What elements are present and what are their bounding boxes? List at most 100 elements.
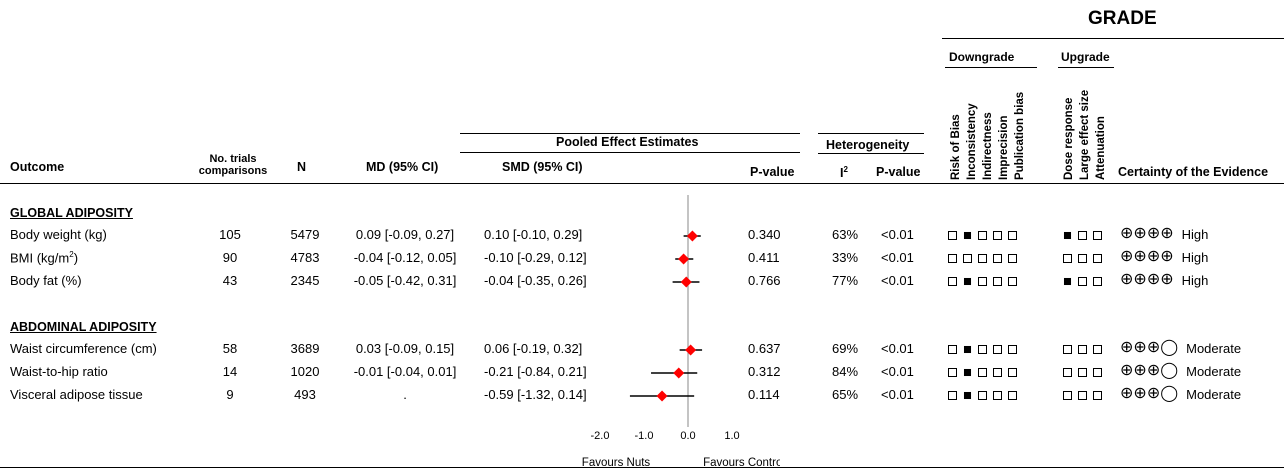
outcome-label: BMI (kg/m2) (10, 250, 78, 265)
empty-square (1093, 277, 1102, 286)
certainty-cell: ⊕⊕⊕◯ Moderate (1120, 386, 1241, 402)
n-cell: 1020 (290, 364, 320, 379)
favours-right-label: Favours Control (703, 457, 780, 469)
empty-square (978, 231, 987, 240)
heterogeneity-rule-top (818, 133, 924, 134)
filled-square (1063, 277, 1072, 286)
filled-square (1063, 231, 1072, 240)
i2-header-text: I (840, 166, 844, 181)
empty-square (1008, 254, 1017, 263)
empty-square (978, 391, 987, 400)
empty-square (1078, 345, 1087, 354)
md-cell: 0.03 [-0.09, 0.15] (355, 341, 455, 356)
i2-header-sup: 2 (843, 165, 848, 174)
empty-square (948, 368, 957, 377)
outcome-text-after: ) (73, 250, 79, 266)
het-pvalue-cell: <0.01 (881, 227, 914, 242)
n-cell: 3689 (290, 341, 320, 356)
i2-header: I2 (840, 165, 848, 180)
het-pvalue-cell: <0.01 (881, 273, 914, 288)
outcome-label: Waist circumference (cm) (10, 341, 157, 356)
n-header: N (297, 160, 307, 174)
empty-square (1078, 368, 1087, 377)
empty-square (1093, 231, 1102, 240)
certainty-cell: ⊕⊕⊕◯ Moderate (1120, 340, 1241, 356)
upgrade-rule (1058, 67, 1114, 68)
empty-square (993, 231, 1002, 240)
downgrade-rule (945, 67, 1037, 68)
forest-plot: -2.0 -1.0 0.0 1.0 Favours Nuts Favours Contro… (582, 195, 780, 469)
grade-criterion-label: Publication bias (1014, 91, 1026, 180)
empty-square (978, 277, 987, 286)
upgrade-boxes (1063, 345, 1108, 354)
effect-marker (686, 230, 698, 242)
empty-square (948, 231, 957, 240)
smd-header: SMD (95% CI) (502, 160, 583, 174)
grade-criterion-label: Indirectness (982, 112, 994, 180)
certainty-rating: Moderate (1186, 386, 1242, 402)
header-bottom-rule (0, 183, 1284, 184)
empty-square (993, 277, 1002, 286)
grade-criterion-label: Inconsistency (966, 103, 978, 180)
empty-square (993, 391, 1002, 400)
trials-header-line2: comparisons (198, 165, 268, 177)
md-cell: -0.05 [-0.42, 0.31] (353, 273, 457, 288)
section-title: ABDOMINAL ADIPOSITY (10, 320, 157, 334)
x-tick-label: -2.0 (591, 430, 610, 442)
md-header: MD (95% CI) (366, 160, 439, 174)
empty-square (978, 345, 987, 354)
empty-square (1008, 277, 1017, 286)
smd-cell: -0.10 [-0.29, 0.12] (484, 250, 587, 265)
certainty-symbols: ⊕⊕⊕⊕ (1120, 225, 1174, 242)
effect-marker (673, 367, 685, 379)
smd-cell: 0.06 [-0.19, 0.32] (484, 341, 583, 356)
outcome-text: Waist-to-hip ratio (10, 364, 108, 379)
x-tick-label: 1.0 (724, 430, 739, 442)
smd-cell: 0.10 [-0.10, 0.29] (484, 227, 583, 242)
n-cell: 2345 (290, 273, 320, 288)
i2-cell: 84% (832, 364, 859, 379)
certainty-cell: ⊕⊕⊕⊕ High (1120, 272, 1208, 288)
i2-cell: 77% (832, 273, 859, 288)
grade-criterion-label: Attenuation (1095, 116, 1107, 180)
grade-rule (942, 38, 1284, 39)
downgrade-boxes (948, 391, 1023, 400)
empty-square (1008, 231, 1017, 240)
het-pvalue-cell: <0.01 (881, 250, 914, 265)
het-pvalue-cell: <0.01 (881, 387, 914, 402)
trials-cell: 14 (222, 364, 238, 379)
outcome-text: BMI (kg/m (10, 250, 70, 266)
empty-square (1063, 254, 1072, 263)
downgrade-boxes (948, 277, 1023, 286)
empty-square (1008, 345, 1017, 354)
empty-square (1063, 391, 1072, 400)
section-title: GLOBAL ADIPOSITY (10, 206, 133, 220)
outcome-text: Visceral adipose tissue (10, 387, 143, 402)
downgrade-boxes (948, 254, 1023, 263)
i2-cell: 33% (832, 250, 859, 265)
certainty-header: Certainty of the Evidence (1118, 165, 1269, 179)
md-cell: . (403, 387, 407, 402)
certainty-symbols: ⊕⊕⊕⊕ (1120, 248, 1174, 265)
certainty-symbols: ⊕⊕⊕◯ (1120, 385, 1179, 402)
grade-criterion-label: Dose response (1063, 97, 1075, 180)
filled-square (963, 368, 972, 377)
grade-title: GRADE (1088, 8, 1157, 29)
pvalue-cell: 0.411 (748, 250, 780, 265)
empty-square (1093, 368, 1102, 377)
trials-header-line1: No. trials (209, 153, 257, 165)
i2-cell: 63% (832, 227, 859, 242)
outcome-sup: 2 (69, 250, 74, 259)
empty-square (1078, 231, 1087, 240)
empty-square (948, 277, 957, 286)
outcome-header: Outcome (10, 160, 65, 174)
effect-marker (656, 390, 668, 402)
empty-square (993, 368, 1002, 377)
smd-cell: -0.59 [-1.32, 0.14] (484, 387, 587, 402)
outcome-label: Waist-to-hip ratio (10, 364, 108, 379)
heterogeneity-header: Heterogeneity (826, 138, 910, 152)
empty-square (1063, 345, 1072, 354)
table-bottom-rule (0, 467, 1284, 468)
empty-square (993, 345, 1002, 354)
grade-criterion-label: Imprecision (998, 115, 1010, 180)
